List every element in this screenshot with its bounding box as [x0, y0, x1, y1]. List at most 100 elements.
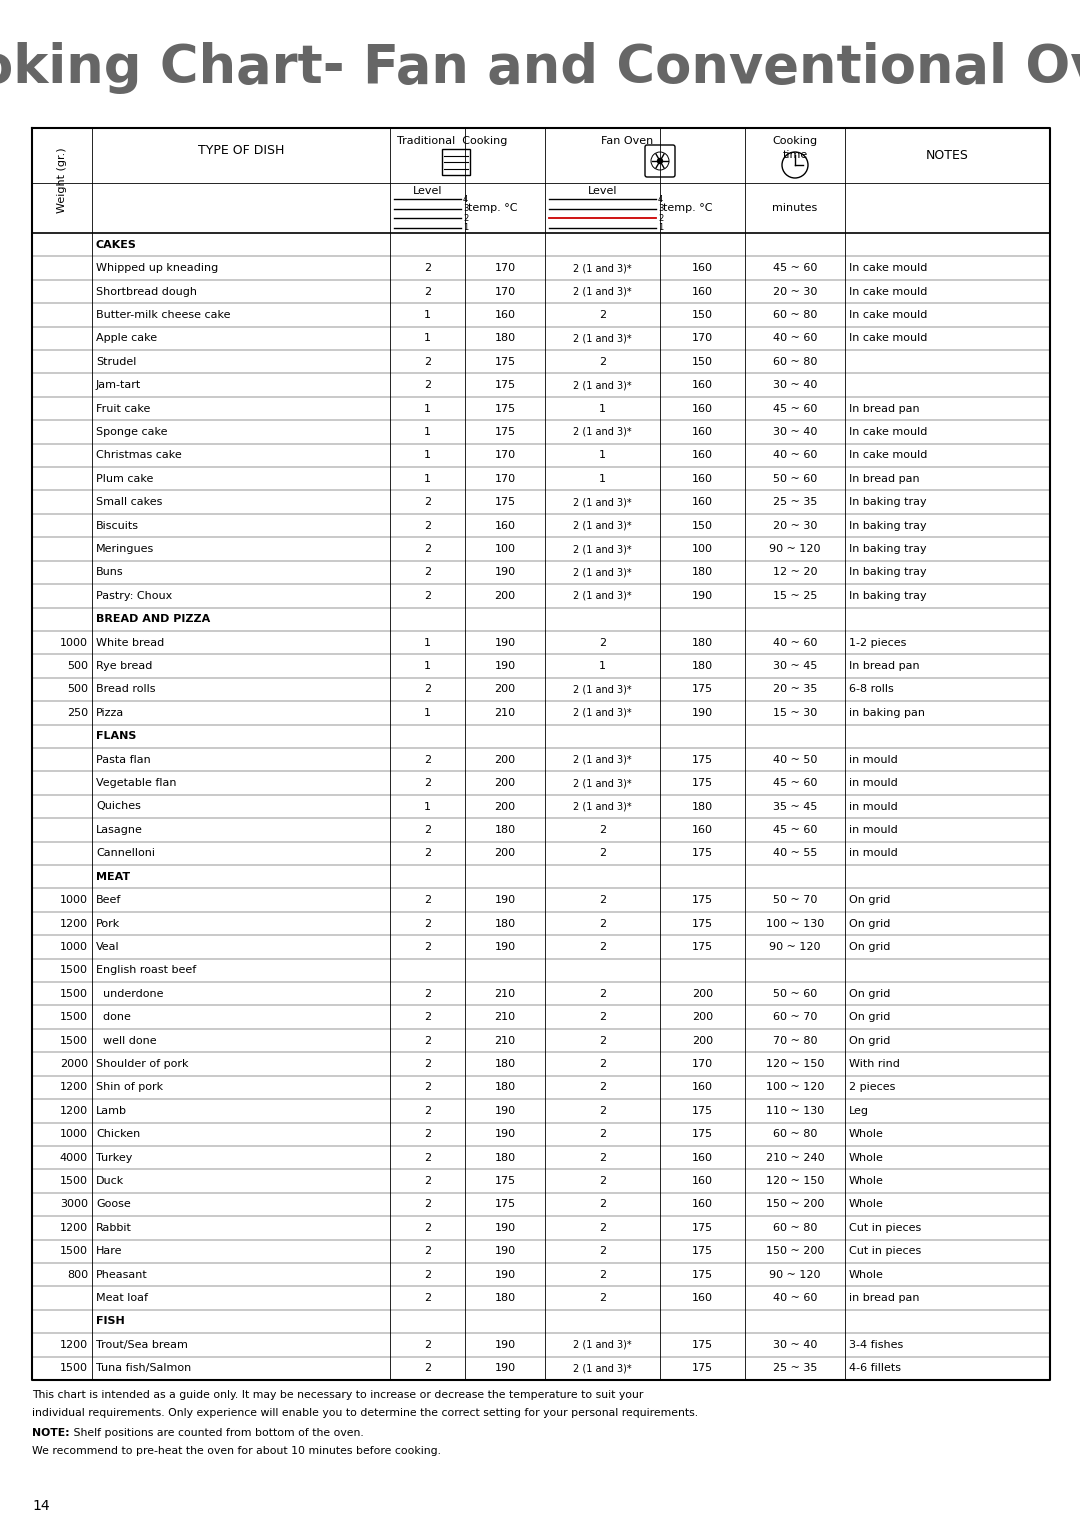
- Text: 120 ~ 150: 120 ~ 150: [766, 1177, 824, 1186]
- Text: 1200: 1200: [59, 1222, 87, 1233]
- Text: On grid: On grid: [849, 1012, 890, 1022]
- Text: 210: 210: [495, 989, 515, 999]
- Text: 1: 1: [599, 403, 606, 414]
- Text: in mould: in mould: [849, 825, 897, 834]
- Text: 200: 200: [692, 1036, 713, 1045]
- Text: 1: 1: [424, 474, 431, 484]
- Text: 175: 175: [692, 848, 713, 859]
- Text: 2: 2: [599, 1199, 606, 1210]
- Text: Christmas cake: Christmas cake: [96, 451, 181, 460]
- Text: 175: 175: [692, 1222, 713, 1233]
- Text: temp. °C: temp. °C: [663, 203, 713, 212]
- Text: 175: 175: [692, 778, 713, 788]
- Text: 2 (1 and 3)*: 2 (1 and 3)*: [573, 497, 632, 507]
- Text: Shortbread dough: Shortbread dough: [96, 287, 197, 296]
- Text: 40 ~ 55: 40 ~ 55: [773, 848, 818, 859]
- Text: 180: 180: [692, 802, 713, 811]
- Text: 2: 2: [424, 895, 431, 905]
- Text: 2: 2: [424, 263, 431, 274]
- Text: 175: 175: [692, 1106, 713, 1115]
- Text: NOTE:: NOTE:: [32, 1429, 69, 1438]
- Text: 200: 200: [495, 591, 515, 601]
- Text: In cake mould: In cake mould: [849, 287, 928, 296]
- Text: 160: 160: [692, 451, 713, 460]
- Text: 2: 2: [424, 918, 431, 929]
- Text: 2: 2: [463, 214, 469, 223]
- Text: Meringues: Meringues: [96, 544, 154, 555]
- Text: 2: 2: [599, 895, 606, 905]
- Text: 3000: 3000: [60, 1199, 87, 1210]
- Text: 150: 150: [692, 356, 713, 367]
- Text: 2: 2: [424, 1177, 431, 1186]
- Text: 175: 175: [495, 426, 515, 437]
- Text: 200: 200: [495, 685, 515, 694]
- Text: 2: 2: [424, 287, 431, 296]
- Text: 150: 150: [692, 521, 713, 530]
- Text: 25 ~ 35: 25 ~ 35: [773, 497, 818, 507]
- Text: 150 ~ 200: 150 ~ 200: [766, 1199, 824, 1210]
- Text: 1500: 1500: [60, 1363, 87, 1374]
- Text: Level: Level: [588, 186, 618, 196]
- Text: In cake mould: In cake mould: [849, 426, 928, 437]
- Text: well done: well done: [96, 1036, 157, 1045]
- Text: Lasagne: Lasagne: [96, 825, 143, 834]
- Text: time: time: [782, 150, 808, 160]
- Text: 2: 2: [424, 380, 431, 390]
- Text: 175: 175: [692, 941, 713, 952]
- Text: 1500: 1500: [60, 1012, 87, 1022]
- Text: 3: 3: [658, 205, 663, 214]
- Text: 2 (1 and 3)*: 2 (1 and 3)*: [573, 544, 632, 555]
- Text: 2 (1 and 3)*: 2 (1 and 3)*: [573, 333, 632, 344]
- Text: Shoulder of pork: Shoulder of pork: [96, 1059, 189, 1070]
- Text: 2: 2: [599, 825, 606, 834]
- Text: Whole: Whole: [849, 1129, 883, 1140]
- Text: 1: 1: [424, 451, 431, 460]
- Text: 1000: 1000: [60, 941, 87, 952]
- Text: 2 (1 and 3)*: 2 (1 and 3)*: [573, 778, 632, 788]
- Text: 150: 150: [692, 310, 713, 319]
- Text: 2 (1 and 3)*: 2 (1 and 3)*: [573, 685, 632, 694]
- Text: temp. °C: temp. °C: [468, 203, 517, 212]
- Text: In cake mould: In cake mould: [849, 263, 928, 274]
- Text: 1500: 1500: [60, 966, 87, 975]
- Text: 200: 200: [692, 1012, 713, 1022]
- Text: 2: 2: [599, 848, 606, 859]
- Text: 1500: 1500: [60, 1036, 87, 1045]
- Text: 2: 2: [424, 497, 431, 507]
- Text: 180: 180: [692, 637, 713, 648]
- Text: 190: 190: [692, 707, 713, 718]
- Text: 20 ~ 35: 20 ~ 35: [773, 685, 818, 694]
- Text: 190: 190: [495, 1270, 515, 1279]
- Text: 2: 2: [599, 356, 606, 367]
- Text: 60 ~ 80: 60 ~ 80: [773, 1129, 818, 1140]
- Text: TYPE OF DISH: TYPE OF DISH: [198, 144, 284, 157]
- Text: We recommend to pre-heat the oven for about 10 minutes before cooking.: We recommend to pre-heat the oven for ab…: [32, 1445, 441, 1456]
- Text: 190: 190: [495, 1247, 515, 1256]
- Text: 175: 175: [692, 1129, 713, 1140]
- Text: 2: 2: [424, 755, 431, 764]
- Text: 1: 1: [424, 333, 431, 344]
- Text: 160: 160: [692, 263, 713, 274]
- Text: Pizza: Pizza: [96, 707, 124, 718]
- Text: Sponge cake: Sponge cake: [96, 426, 167, 437]
- Text: This chart is intended as a guide only. It may be necessary to increase or decre: This chart is intended as a guide only. …: [32, 1390, 644, 1400]
- Text: Cannelloni: Cannelloni: [96, 848, 156, 859]
- Text: Apple cake: Apple cake: [96, 333, 157, 344]
- Text: 1200: 1200: [59, 1082, 87, 1093]
- Text: 175: 175: [692, 685, 713, 694]
- Text: in mould: in mould: [849, 802, 897, 811]
- Text: 1: 1: [424, 662, 431, 671]
- Text: On grid: On grid: [849, 941, 890, 952]
- Text: 190: 190: [495, 1129, 515, 1140]
- Text: 1500: 1500: [60, 989, 87, 999]
- Text: Quiches: Quiches: [96, 802, 140, 811]
- Text: 1-2 pieces: 1-2 pieces: [849, 637, 906, 648]
- Circle shape: [658, 159, 662, 163]
- Text: 2: 2: [424, 1199, 431, 1210]
- Text: 90 ~ 120: 90 ~ 120: [769, 941, 821, 952]
- Text: 14: 14: [32, 1499, 50, 1513]
- Text: On grid: On grid: [849, 918, 890, 929]
- Text: 2 (1 and 3)*: 2 (1 and 3)*: [573, 591, 632, 601]
- Text: 2: 2: [424, 1270, 431, 1279]
- Text: Traditional  Cooking: Traditional Cooking: [397, 136, 508, 147]
